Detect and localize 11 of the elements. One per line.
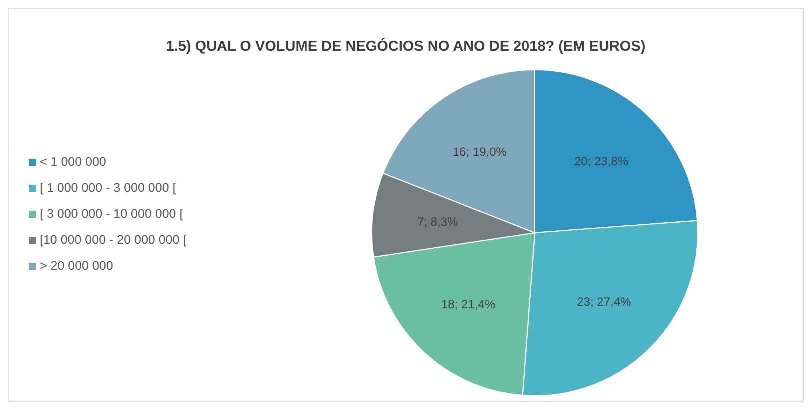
data-label: 16; 19,0%: [452, 145, 508, 160]
data-label: 23; 27,4%: [577, 295, 632, 310]
data-label: 20; 23,8%: [574, 154, 629, 168]
legend-label: < 1 000 000: [40, 155, 106, 169]
chart-title: 1.5) QUAL O VOLUME DE NEGÓCIOS NO ANO DE 2018? (EM EUROS): [165, 39, 647, 55]
data-label: 7; 8,3%: [417, 215, 458, 230]
legend-label: [ 1 000 000 - 3 000 000 [: [40, 181, 176, 195]
legend-label: [10 000 000 - 20 000 000 [: [40, 233, 187, 247]
legend-label: > 20 000 000: [40, 259, 114, 273]
data-label: 18; 21,4%: [441, 298, 496, 312]
legend-label: [ 3 000 000 - 10 000 000 [: [40, 207, 184, 221]
